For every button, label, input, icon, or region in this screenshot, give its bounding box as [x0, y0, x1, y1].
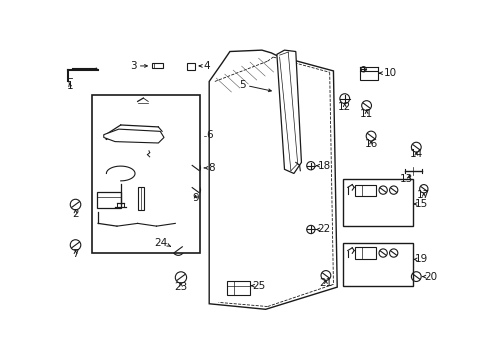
- Bar: [355, 185, 375, 195]
- Bar: [186, 63, 195, 69]
- Polygon shape: [276, 50, 301, 174]
- Text: 12: 12: [337, 102, 351, 112]
- Text: 2: 2: [72, 209, 79, 219]
- Bar: [227, 281, 249, 295]
- Text: 1: 1: [66, 81, 73, 91]
- Text: 10: 10: [384, 68, 397, 78]
- Polygon shape: [209, 50, 337, 309]
- Bar: [138, 187, 144, 210]
- Text: 22: 22: [317, 225, 330, 234]
- Text: 13: 13: [400, 174, 413, 184]
- Text: 24: 24: [153, 238, 167, 248]
- Bar: [152, 63, 163, 68]
- Text: 7: 7: [72, 249, 79, 260]
- Text: 14: 14: [409, 149, 422, 159]
- Text: 9: 9: [192, 193, 199, 203]
- Bar: [342, 243, 412, 286]
- Text: 8: 8: [207, 163, 214, 173]
- Text: 6: 6: [206, 130, 213, 140]
- Bar: [342, 179, 412, 226]
- Bar: [92, 95, 200, 253]
- Text: 18: 18: [317, 161, 330, 171]
- Text: 23: 23: [174, 282, 187, 292]
- Text: 25: 25: [252, 281, 265, 291]
- Text: 17: 17: [416, 190, 429, 200]
- Bar: [355, 247, 375, 258]
- Bar: [97, 192, 121, 208]
- Text: 21: 21: [319, 278, 332, 288]
- Polygon shape: [103, 129, 163, 143]
- Text: 4: 4: [203, 61, 210, 71]
- Text: 3: 3: [130, 61, 136, 71]
- Text: 16: 16: [364, 139, 377, 149]
- Text: 5: 5: [239, 80, 245, 90]
- Text: 20: 20: [423, 271, 436, 282]
- Text: 19: 19: [414, 255, 427, 264]
- Text: 15: 15: [414, 199, 427, 209]
- Bar: [359, 72, 377, 80]
- Text: 11: 11: [359, 109, 372, 119]
